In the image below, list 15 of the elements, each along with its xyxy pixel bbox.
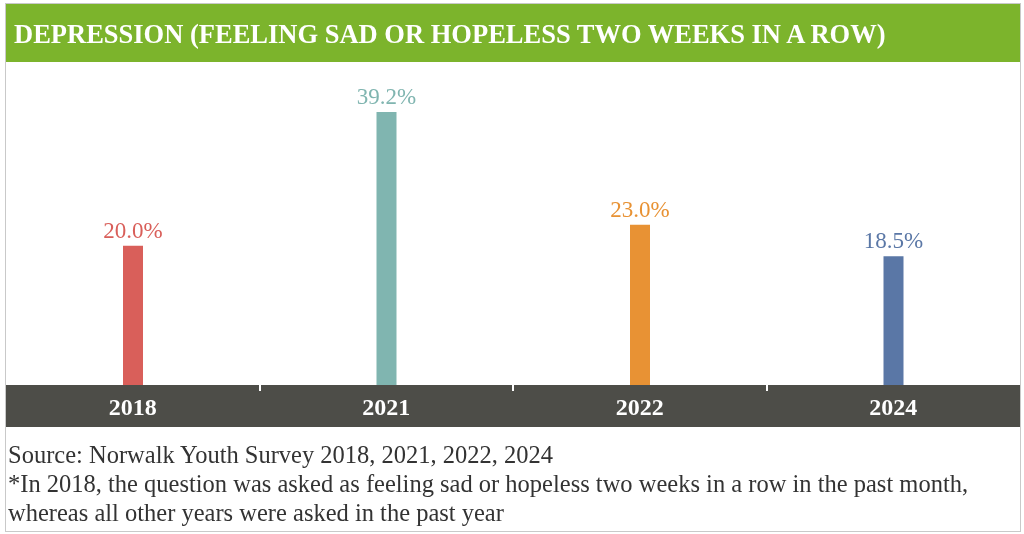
bar: [630, 224, 650, 385]
data-label: 20.0%: [103, 217, 163, 243]
bar: [376, 111, 397, 385]
chart-title: DEPRESSION (FEELING SAD OR HOPELESS TWO WEEKS IN A ROW): [14, 18, 886, 50]
x-tick-label: 2018: [108, 394, 157, 421]
source-note: Source: Norwalk Youth Survey 2018, 2021, 2022, 2024: [8, 440, 555, 469]
data-label: 39.2%: [356, 83, 417, 109]
data-label: 23.0%: [610, 196, 670, 222]
bar: [123, 245, 143, 385]
x-tick-label: 2022: [615, 394, 664, 421]
x-tick-label: 2021: [362, 394, 411, 421]
x-tick-label: 2024: [869, 394, 918, 421]
bar: [883, 256, 904, 385]
text: *In 2018, the question was asked as feeling sad or hopeless two weeks in a row in the past month, whereas all other years were asked in the past year: [8, 469, 970, 527]
data-label: 18.5%: [863, 228, 924, 254]
